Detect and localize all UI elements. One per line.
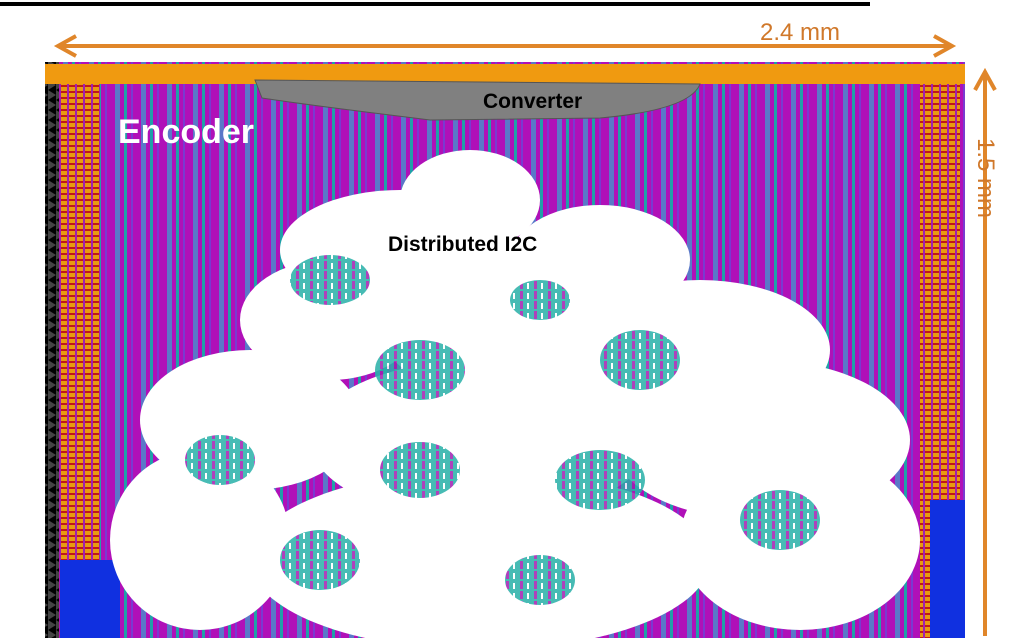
- converter-label: Converter: [483, 90, 582, 113]
- page: {"annotations": {"width_label": "2.4 mm"…: [0, 0, 1019, 638]
- chip-layout-figure: 2.4 mm 1.5 mm: [0, 0, 1019, 638]
- width-label: 2.4 mm: [760, 19, 840, 46]
- distributed-i2c-label: Distributed I2C: [388, 233, 537, 256]
- height-label: 1.5 mm: [972, 138, 999, 218]
- encoder-label: Encoder: [118, 113, 254, 151]
